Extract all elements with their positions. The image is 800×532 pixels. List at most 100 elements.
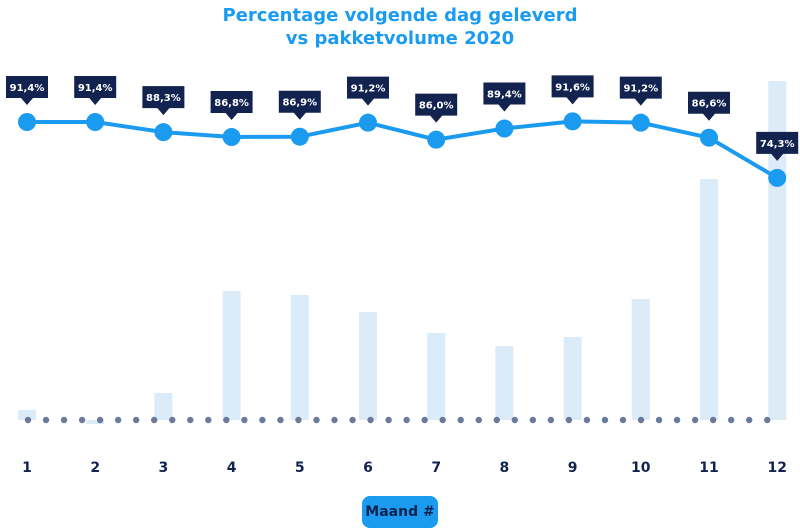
baseline-dot	[511, 416, 519, 424]
data-point	[154, 123, 173, 142]
data-label-bg	[756, 131, 799, 161]
baseline-dot	[313, 416, 320, 424]
baseline-dot	[493, 416, 500, 424]
baseline-dot	[727, 416, 735, 424]
data-label: 89,4%	[487, 90, 522, 101]
baseline-dot	[60, 416, 68, 424]
baseline-dot	[601, 416, 609, 424]
data-point	[700, 128, 718, 147]
data-point	[563, 112, 582, 131]
baseline-dot	[475, 416, 482, 424]
chart-title: Percentage volgende dag geleverd vs pakk…	[0, 4, 800, 50]
volume-bar	[700, 179, 718, 420]
baseline-dot	[529, 416, 537, 424]
x-tick-label: 12	[767, 460, 786, 476]
x-tick-label: 2	[90, 460, 100, 476]
x-tick-label: 6	[363, 460, 373, 476]
baseline-dot	[673, 416, 681, 424]
data-label-bg	[6, 76, 48, 105]
x-tick-label: 11	[699, 460, 718, 476]
data-point	[290, 127, 309, 146]
baseline-dot	[223, 416, 230, 424]
baseline-dot	[385, 416, 392, 424]
baseline-dot	[439, 416, 446, 424]
baseline-dot	[78, 416, 86, 424]
baseline-dot	[655, 416, 663, 424]
data-label: 91,4%	[78, 83, 113, 94]
x-tick-label: 9	[568, 460, 578, 476]
volume-bar	[768, 81, 787, 420]
x-tick-label: 5	[295, 460, 305, 476]
baseline-dot	[403, 416, 410, 424]
baseline-dot	[42, 416, 50, 424]
baseline-dot	[457, 416, 464, 424]
data-label: 91,6%	[555, 82, 590, 93]
data-point	[222, 128, 241, 147]
baseline-dot	[187, 416, 194, 424]
volume-bar	[563, 337, 582, 420]
data-label: 91,2%	[351, 84, 386, 95]
data-point	[768, 168, 787, 187]
data-label: 86,9%	[282, 98, 317, 109]
data-label-bg	[142, 86, 185, 116]
baseline-dot	[96, 416, 104, 424]
data-label-bg	[74, 76, 117, 105]
data-point	[86, 113, 105, 131]
baseline-dot	[565, 416, 573, 424]
volume-bar	[222, 291, 241, 420]
data-point	[427, 130, 446, 149]
baseline-dot	[764, 416, 771, 424]
data-point	[359, 113, 377, 132]
data-label: 91,2%	[623, 84, 658, 95]
data-label: 74,3%	[760, 139, 795, 150]
data-point	[631, 113, 650, 132]
data-label: 86,6%	[692, 99, 727, 110]
baseline-dot	[114, 416, 122, 424]
data-point	[495, 119, 514, 138]
data-label: 91,4%	[10, 83, 45, 94]
baseline-dot	[547, 416, 555, 424]
data-label-bg	[688, 91, 730, 121]
volume-bar	[359, 312, 377, 420]
baseline-dot	[241, 416, 248, 424]
data-label: 88,3%	[146, 93, 181, 104]
data-label: 86,8%	[214, 98, 249, 109]
baseline-dot	[691, 416, 699, 424]
baseline-dot	[619, 416, 627, 424]
volume-bar	[18, 410, 36, 420]
data-label-bg	[483, 82, 526, 112]
data-point	[18, 113, 36, 131]
x-tick-label: 3	[159, 460, 169, 476]
title-line-1: Percentage volgende dag geleverd	[222, 5, 578, 26]
x-tick-label: 8	[500, 460, 510, 476]
volume-bar	[86, 420, 105, 424]
volume-bar	[495, 346, 514, 420]
baseline-dot	[277, 416, 284, 424]
x-axis-label: Maand #	[362, 496, 438, 528]
baseline-dot	[421, 416, 428, 424]
volume-bar	[290, 295, 309, 420]
baseline-dot	[259, 416, 266, 424]
data-label: 86,0%	[419, 101, 454, 112]
baseline-dot	[132, 416, 140, 424]
baseline-dot	[169, 416, 176, 424]
data-label-bg	[347, 76, 389, 106]
volume-bar	[631, 299, 650, 420]
baseline-dot	[295, 416, 302, 424]
volume-bar	[154, 393, 173, 420]
baseline-dot	[367, 416, 374, 424]
x-tick-label: 4	[227, 460, 237, 476]
baseline-dot	[331, 416, 338, 424]
volume-bar	[427, 333, 446, 420]
baseline-dot	[709, 416, 717, 424]
baseline-dot	[151, 416, 158, 424]
baseline-dot	[746, 416, 753, 424]
baseline-dot	[24, 416, 32, 424]
x-tick-label: 7	[431, 460, 441, 476]
title-line-2: vs pakketvolume 2020	[285, 28, 515, 49]
baseline-dot	[349, 416, 356, 424]
data-label-bg	[210, 91, 253, 121]
x-tick-label: 1	[22, 460, 32, 476]
x-tick-label: 10	[631, 460, 651, 476]
